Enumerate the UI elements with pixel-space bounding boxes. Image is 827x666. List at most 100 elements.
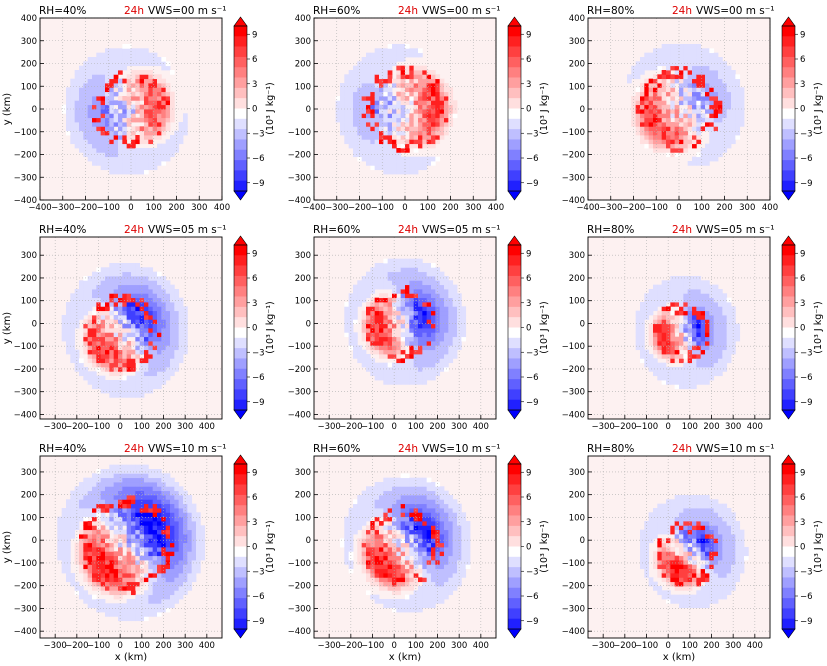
- heatmap-cell: [431, 293, 436, 299]
- heatmap-cell: [183, 564, 188, 570]
- heatmap-cell: [83, 83, 89, 88]
- heatmap-cell: [692, 143, 697, 149]
- heatmap-cell: [435, 96, 441, 101]
- heatmap-cell: [61, 521, 67, 526]
- heatmap-cell: [644, 113, 650, 119]
- heatmap-cell: [435, 91, 441, 97]
- colorbar-label: (10³ J kg⁻¹): [539, 301, 550, 354]
- heatmap-cell: [122, 169, 128, 175]
- heatmap-cell: [174, 143, 180, 149]
- heatmap-cell: [418, 139, 423, 145]
- heatmap-cell: [152, 358, 158, 364]
- heatmap-cell: [731, 130, 736, 136]
- heatmap-cell: [139, 503, 145, 509]
- heatmap-cell: [118, 380, 123, 385]
- heatmap-cell: [683, 122, 689, 127]
- heatmap-cell: [174, 555, 180, 561]
- heatmap-cell: [87, 100, 93, 106]
- heatmap-cell: [705, 96, 710, 101]
- heatmap-cell: [666, 315, 671, 320]
- heatmap-cell: [661, 113, 667, 119]
- heatmap-cell: [670, 371, 676, 377]
- heatmap-cell: [135, 599, 141, 604]
- heatmap-cell: [144, 362, 149, 368]
- heatmap-cell: [105, 280, 110, 286]
- heatmap-cell: [383, 48, 389, 54]
- heatmap-cell: [348, 143, 354, 149]
- heatmap-cell: [157, 551, 162, 557]
- heatmap-cell: [444, 104, 449, 110]
- x-tick-label: −200: [348, 203, 371, 213]
- heatmap-cell: [444, 362, 449, 368]
- heatmap-cell: [726, 70, 732, 75]
- heatmap-cell: [353, 135, 358, 140]
- heatmap-cell: [661, 323, 667, 329]
- heatmap-cell: [431, 332, 436, 338]
- heatmap-cell: [96, 573, 102, 578]
- heatmap-cell: [157, 473, 162, 479]
- heatmap-cell: [92, 341, 97, 346]
- heatmap-cell: [692, 336, 697, 342]
- heatmap-cell: [444, 367, 449, 372]
- heatmap-cell: [87, 319, 93, 325]
- heatmap-cell: [144, 538, 149, 544]
- heatmap-cell: [687, 126, 693, 132]
- heatmap-cell: [661, 139, 667, 145]
- heatmap-cell: [426, 135, 432, 140]
- heatmap-cell: [426, 349, 432, 355]
- heatmap-cell: [148, 495, 154, 500]
- heatmap-cell: [431, 143, 436, 149]
- heatmap-cell: [353, 139, 358, 145]
- heatmap-cell: [370, 61, 376, 67]
- heatmap-cell: [418, 276, 423, 281]
- heatmap-cell: [666, 91, 671, 97]
- heatmap-cell: [731, 323, 736, 329]
- heatmap-cell: [379, 78, 384, 84]
- heatmap-cell: [113, 477, 119, 483]
- heatmap-cell: [135, 117, 141, 123]
- heatmap-cell: [400, 315, 406, 320]
- heatmap-cell: [178, 345, 184, 351]
- heatmap-cell: [161, 503, 167, 509]
- heatmap-cell: [692, 332, 697, 338]
- heatmap-cell: [396, 271, 402, 277]
- heatmap-cell: [148, 61, 154, 67]
- heatmap-cell: [679, 375, 684, 381]
- heatmap-cell: [100, 135, 106, 140]
- heatmap-cell: [674, 302, 680, 307]
- heatmap-cell: [679, 332, 684, 338]
- heatmap-cell: [409, 271, 415, 277]
- heatmap-cell: [105, 139, 110, 145]
- heatmap-cell: [131, 529, 136, 535]
- heatmap-cell: [383, 165, 389, 171]
- heatmap-cell: [70, 508, 76, 513]
- heatmap-cell: [191, 573, 197, 578]
- heatmap-cell: [726, 349, 732, 355]
- heatmap-cell: [105, 358, 110, 364]
- heatmap-cell: [161, 341, 167, 346]
- heatmap-cell: [405, 319, 410, 325]
- heatmap-cell: [126, 328, 132, 333]
- heatmap-cell: [439, 354, 445, 359]
- heatmap-cell: [96, 271, 102, 277]
- heatmap-cell: [396, 328, 402, 333]
- heatmap-cell: [709, 143, 715, 149]
- heatmap-cell: [670, 44, 676, 49]
- heatmap-cell: [152, 109, 158, 114]
- heatmap-cell: [105, 362, 110, 368]
- heatmap-cell: [431, 156, 436, 162]
- heatmap-cell: [348, 130, 354, 136]
- heatmap-cell: [122, 542, 128, 548]
- heatmap-cell: [700, 375, 706, 381]
- colorbar-extend-max: [233, 16, 248, 27]
- heatmap-cell: [687, 380, 693, 385]
- heatmap-cell: [165, 551, 171, 557]
- heatmap-cell: [405, 126, 410, 132]
- heatmap-cell: [348, 83, 354, 88]
- heatmap-cell: [344, 96, 350, 101]
- heatmap-cell: [413, 87, 419, 93]
- heatmap-cell: [396, 113, 402, 119]
- heatmap-cell: [157, 315, 162, 320]
- heatmap-cell: [105, 469, 110, 474]
- heatmap-cell: [705, 152, 710, 158]
